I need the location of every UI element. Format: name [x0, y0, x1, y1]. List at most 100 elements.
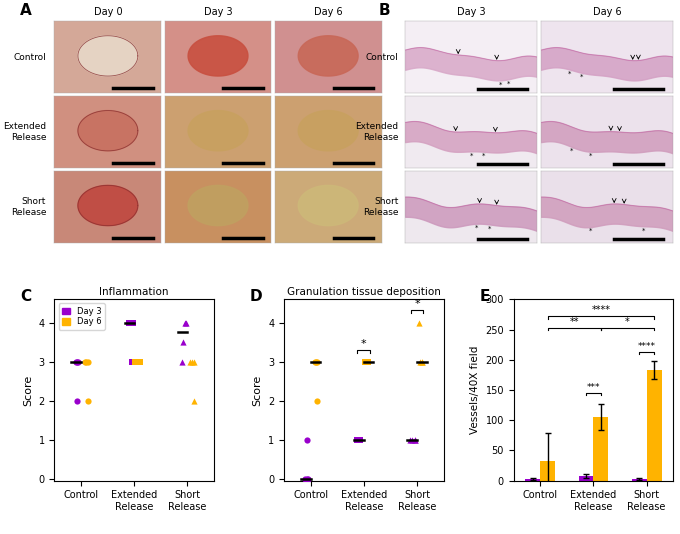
Text: ****: **** — [638, 342, 656, 351]
Text: Extended
Release: Extended Release — [356, 122, 398, 142]
Point — [362, 357, 373, 366]
Point — [126, 318, 137, 327]
Polygon shape — [78, 185, 138, 226]
Polygon shape — [188, 36, 248, 76]
Point — [405, 435, 416, 444]
Point — [73, 357, 84, 366]
Polygon shape — [78, 36, 138, 76]
Bar — [579, 476, 594, 481]
Text: *: * — [580, 74, 583, 80]
Bar — [594, 417, 609, 481]
Point — [127, 318, 138, 327]
Point — [309, 357, 320, 366]
Text: Short
Release: Short Release — [363, 197, 398, 217]
Point — [187, 357, 198, 366]
Polygon shape — [299, 36, 358, 76]
Point — [82, 357, 93, 366]
Point — [123, 318, 134, 327]
Point — [352, 435, 362, 444]
Point — [188, 396, 199, 405]
Polygon shape — [541, 48, 673, 81]
Text: *: * — [589, 228, 592, 234]
Text: Day 6: Day 6 — [593, 7, 622, 17]
Point — [312, 396, 323, 405]
Bar — [632, 479, 647, 481]
Text: Day 3: Day 3 — [457, 7, 486, 17]
Text: *: * — [481, 153, 485, 159]
Point — [134, 357, 145, 366]
Polygon shape — [541, 122, 673, 154]
Point — [70, 357, 81, 366]
Text: A: A — [20, 3, 32, 18]
Point — [311, 357, 322, 366]
Text: *: * — [625, 317, 630, 327]
Title: Inflammation: Inflammation — [99, 287, 169, 297]
Bar — [526, 479, 541, 481]
Point — [360, 357, 371, 366]
Point — [189, 357, 200, 366]
Polygon shape — [405, 48, 537, 81]
Bar — [541, 461, 555, 481]
Point — [180, 318, 190, 327]
Text: D: D — [250, 289, 262, 304]
Polygon shape — [78, 111, 138, 151]
Point — [178, 338, 189, 347]
Point — [361, 357, 372, 366]
Polygon shape — [299, 111, 358, 151]
Point — [303, 474, 313, 483]
Point — [355, 435, 366, 444]
Text: Day 3: Day 3 — [204, 7, 233, 17]
Text: *: * — [568, 70, 571, 76]
Text: Day 0: Day 0 — [94, 7, 122, 17]
Text: **: ** — [570, 317, 579, 327]
Point — [301, 435, 312, 444]
Y-axis label: Score: Score — [252, 374, 262, 406]
Point — [409, 435, 420, 444]
Text: *: * — [507, 81, 510, 87]
Point — [301, 474, 312, 483]
Point — [135, 357, 146, 366]
Text: Control: Control — [14, 53, 46, 62]
Point — [82, 396, 93, 405]
Text: Extended
Release: Extended Release — [3, 122, 46, 142]
Point — [72, 396, 83, 405]
Text: Day 6: Day 6 — [314, 7, 343, 17]
Point — [409, 435, 420, 444]
Point — [415, 357, 426, 366]
Text: C: C — [20, 289, 31, 304]
Point — [130, 357, 141, 366]
Text: ****: **** — [592, 305, 611, 316]
Text: *: * — [475, 225, 478, 231]
Point — [81, 357, 92, 366]
Text: Control: Control — [366, 53, 398, 62]
Point — [133, 357, 143, 366]
Text: *: * — [570, 148, 573, 154]
Point — [177, 357, 188, 366]
Polygon shape — [188, 111, 248, 151]
Text: *: * — [589, 153, 592, 159]
Polygon shape — [405, 197, 537, 231]
Point — [360, 357, 371, 366]
Polygon shape — [299, 185, 358, 226]
Text: ***: *** — [587, 383, 600, 392]
Polygon shape — [188, 185, 248, 226]
Bar — [647, 370, 662, 481]
Text: E: E — [479, 289, 490, 304]
Point — [416, 357, 427, 366]
Point — [354, 435, 365, 444]
Text: Short
Release: Short Release — [11, 197, 46, 217]
Text: *: * — [414, 300, 420, 310]
Point — [184, 357, 195, 366]
Polygon shape — [541, 197, 673, 231]
Point — [300, 474, 311, 483]
Point — [353, 435, 364, 444]
Point — [180, 318, 191, 327]
Point — [71, 357, 82, 366]
Text: *: * — [642, 227, 645, 233]
Point — [312, 357, 323, 366]
Point — [416, 357, 427, 366]
Y-axis label: Score: Score — [23, 374, 33, 406]
Text: *: * — [488, 225, 491, 231]
Y-axis label: Vessels/40X field: Vessels/40X field — [470, 346, 480, 434]
Point — [80, 357, 90, 366]
